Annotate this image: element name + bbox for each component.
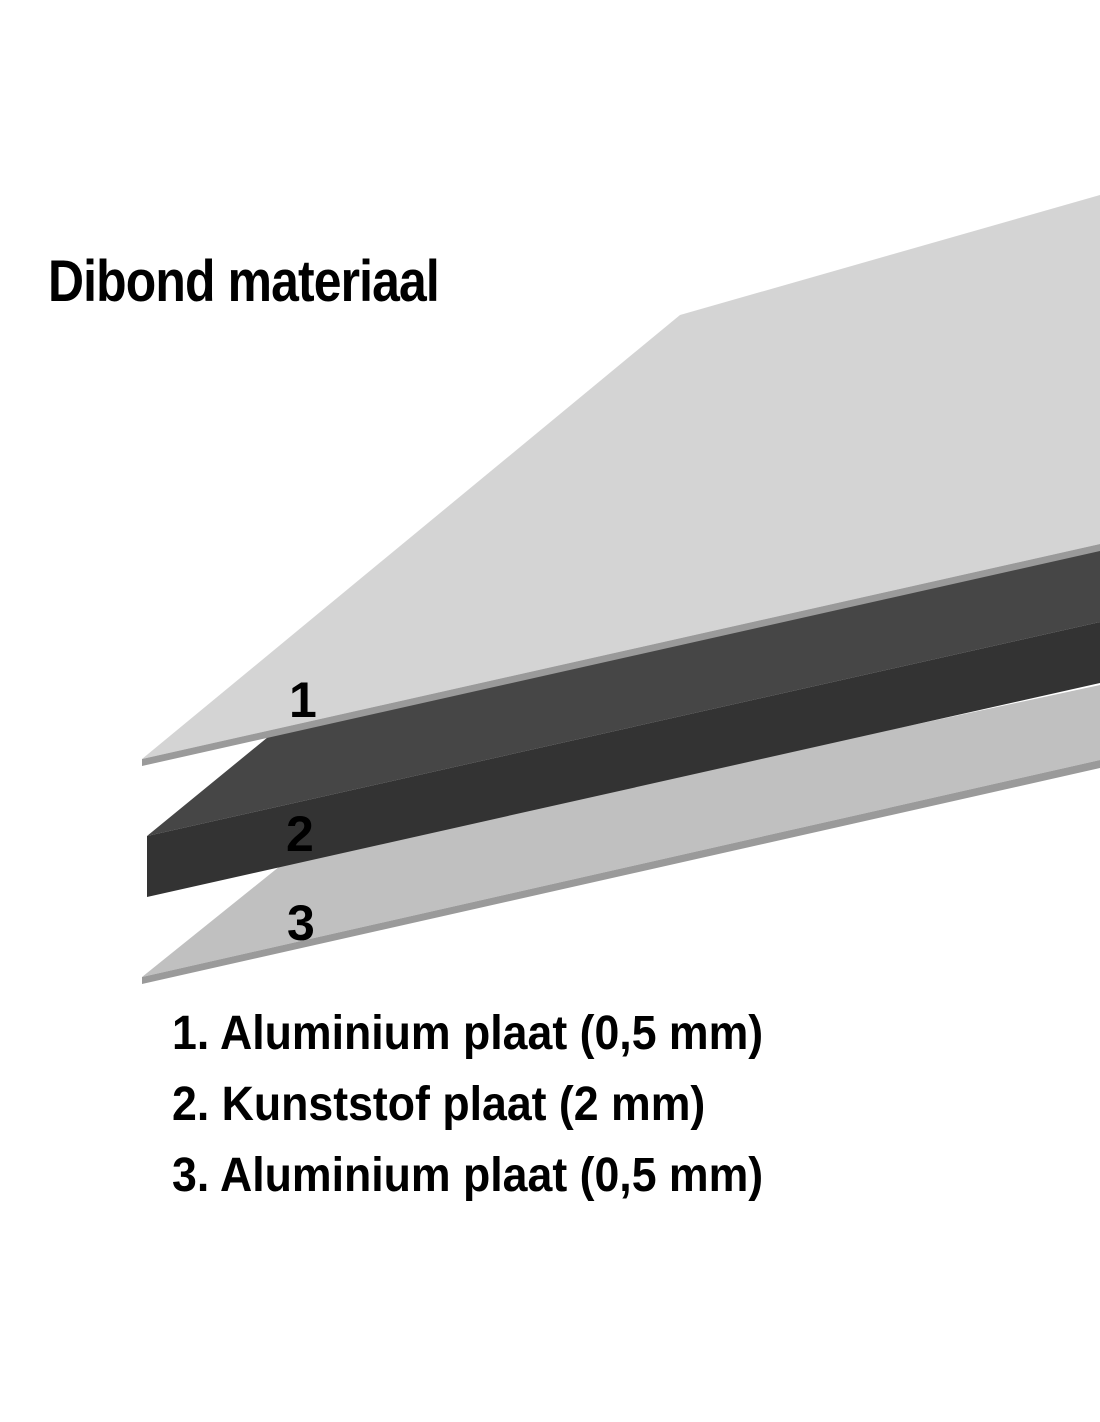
- layer-1-label: 1: [289, 672, 317, 728]
- legend-item-2: 2. Kunststof plaat (2 mm): [172, 1078, 706, 1131]
- layer-3-edge: [142, 760, 1100, 984]
- layer-2-front: [147, 622, 1100, 897]
- layer-1-edge: [142, 544, 1100, 766]
- legend-item-3: 3. Aluminium plaat (0,5 mm): [172, 1149, 764, 1202]
- layer-legend: 1. Aluminium plaat (0,5 mm) 2. Kunststof…: [172, 998, 763, 1211]
- layer-2-top: [147, 550, 1100, 836]
- layer-2-label: 2: [286, 806, 314, 862]
- layer-3-top: [142, 685, 1100, 977]
- legend-item-1: 1. Aluminium plaat (0,5 mm): [172, 1007, 764, 1060]
- diagram-title: Dibond materiaal: [48, 249, 440, 314]
- layer-1-top: [142, 195, 1100, 759]
- layer-3-label: 3: [287, 895, 315, 951]
